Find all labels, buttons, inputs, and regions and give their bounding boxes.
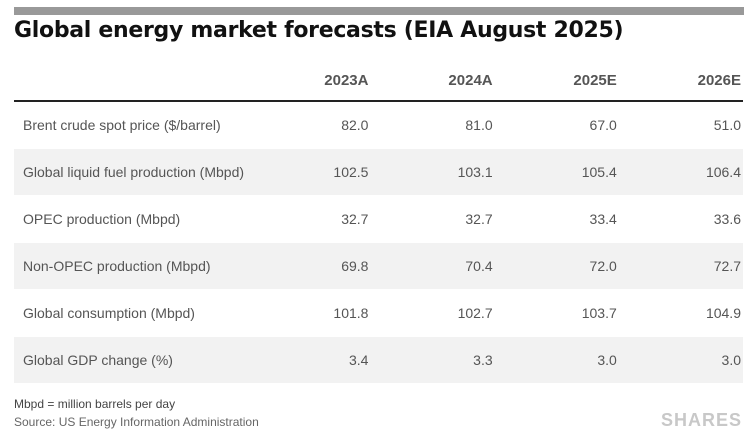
row-label: Global consumption (Mbpd): [14, 289, 247, 337]
forecast-table: 2023A 2024A 2025E 2026E Brent crude spot…: [14, 61, 743, 384]
table-cell: 32.7: [370, 195, 495, 243]
table-cell: 103.7: [494, 289, 619, 337]
row-label: Non-OPEC production (Mbpd): [14, 242, 247, 290]
column-header-label: [14, 61, 247, 102]
row-label: Global GDP change (%): [14, 336, 247, 384]
footnote: Mbpd = million barrels per day: [14, 397, 176, 411]
source-note: Source: US Energy Information Administra…: [14, 415, 259, 429]
table-cell: 33.4: [494, 195, 619, 243]
table-cell: 81.0: [370, 101, 495, 149]
page-title: Global energy market forecasts (EIA Augu…: [14, 18, 624, 43]
column-header-year: 2023A: [246, 61, 371, 102]
table-cell: 32.7: [246, 195, 371, 243]
table-cell: 105.4: [494, 148, 619, 196]
column-header-year: 2026E: [618, 61, 743, 102]
row-label: OPEC production (Mbpd): [14, 195, 247, 243]
table-row: Non-OPEC production (Mbpd) 69.8 70.4 72.…: [14, 242, 743, 290]
table-cell: 67.0: [494, 101, 619, 149]
row-label: Brent crude spot price ($/barrel): [14, 101, 247, 149]
table-cell: 106.4: [618, 148, 743, 196]
table-cell: 3.0: [618, 336, 743, 384]
table-row: Global GDP change (%) 3.4 3.3 3.0 3.0: [14, 336, 743, 384]
forecast-table-container: 2023A 2024A 2025E 2026E Brent crude spot…: [14, 61, 743, 384]
table-cell: 102.5: [246, 148, 371, 196]
table-cell: 72.0: [494, 242, 619, 290]
table-cell: 72.7: [618, 242, 743, 290]
table-row: OPEC production (Mbpd) 32.7 32.7 33.4 33…: [14, 195, 743, 243]
table-cell: 3.3: [370, 336, 495, 384]
table-cell: 69.8: [246, 242, 371, 290]
table-cell: 82.0: [246, 101, 371, 149]
table-cell: 70.4: [370, 242, 495, 290]
table-cell: 33.6: [618, 195, 743, 243]
table-cell: 104.9: [618, 289, 743, 337]
column-header-year: 2025E: [494, 61, 619, 102]
table-row: Global consumption (Mbpd) 101.8 102.7 10…: [14, 289, 743, 337]
table-cell: 51.0: [618, 101, 743, 149]
row-label: Global liquid fuel production (Mbpd): [14, 148, 247, 196]
table-cell: 3.4: [246, 336, 371, 384]
table-header-row: 2023A 2024A 2025E 2026E: [14, 61, 743, 102]
table-cell: 101.8: [246, 289, 371, 337]
top-accent-bar: [14, 7, 744, 15]
table-row: Global liquid fuel production (Mbpd) 102…: [14, 148, 743, 196]
table-row: Brent crude spot price ($/barrel) 82.0 8…: [14, 101, 743, 149]
column-header-year: 2024A: [370, 61, 495, 102]
table-cell: 103.1: [370, 148, 495, 196]
table-cell: 102.7: [370, 289, 495, 337]
table-cell: 3.0: [494, 336, 619, 384]
